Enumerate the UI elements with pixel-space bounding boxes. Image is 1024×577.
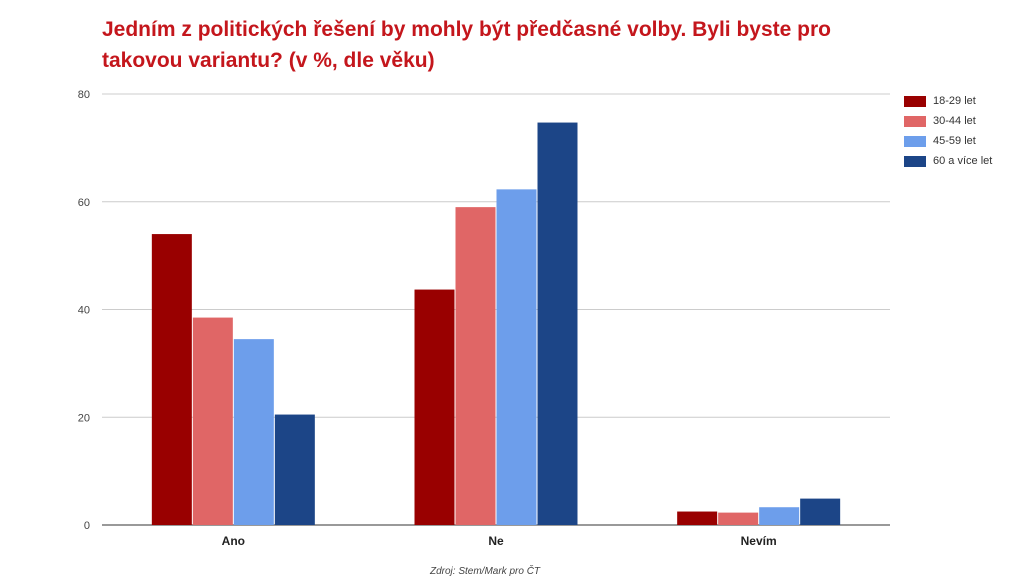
bar (233, 339, 274, 525)
bar (274, 414, 315, 525)
bar (677, 511, 718, 525)
legend-item-45-59: 45-59 let (904, 131, 992, 151)
legend-item-30-44: 30-44 let (904, 111, 992, 131)
y-tick-label: 60 (78, 197, 90, 209)
chart-title: Jedním z politických řešení by mohly být… (102, 18, 831, 72)
bar (759, 507, 800, 525)
legend-swatch (904, 115, 926, 127)
source-note: Zdroj: Stem/Mark pro ČT (430, 566, 541, 577)
legend-swatch (904, 135, 926, 147)
legend-swatch (904, 95, 926, 107)
x-tick-label: Nevím (741, 534, 777, 548)
legend-item-18-29: 18-29 let (904, 91, 992, 111)
bar (496, 189, 537, 525)
bar (192, 317, 233, 525)
y-tick-label: 20 (78, 412, 90, 424)
legend-swatch (904, 155, 926, 167)
legend-label: 60 a více let (933, 155, 993, 167)
legend: 18-29 let 30-44 let 45-59 let 60 a více … (904, 91, 992, 171)
legend-item-60-plus: 60 a více let (904, 151, 992, 171)
x-tick-label: Ne (488, 534, 504, 548)
bar (151, 234, 192, 525)
bar (800, 498, 841, 525)
y-tick-label: 40 (78, 305, 90, 317)
x-tick-label: Ano (222, 534, 245, 548)
bar (414, 289, 455, 525)
y-tick-label: 0 (84, 520, 90, 532)
bar (455, 207, 496, 525)
legend-label: 30-44 let (933, 115, 976, 127)
y-tick-label: 80 (78, 89, 90, 101)
bar (537, 122, 578, 526)
bar (718, 512, 759, 525)
legend-label: 18-29 let (933, 95, 976, 107)
legend-label: 45-59 let (933, 135, 976, 147)
